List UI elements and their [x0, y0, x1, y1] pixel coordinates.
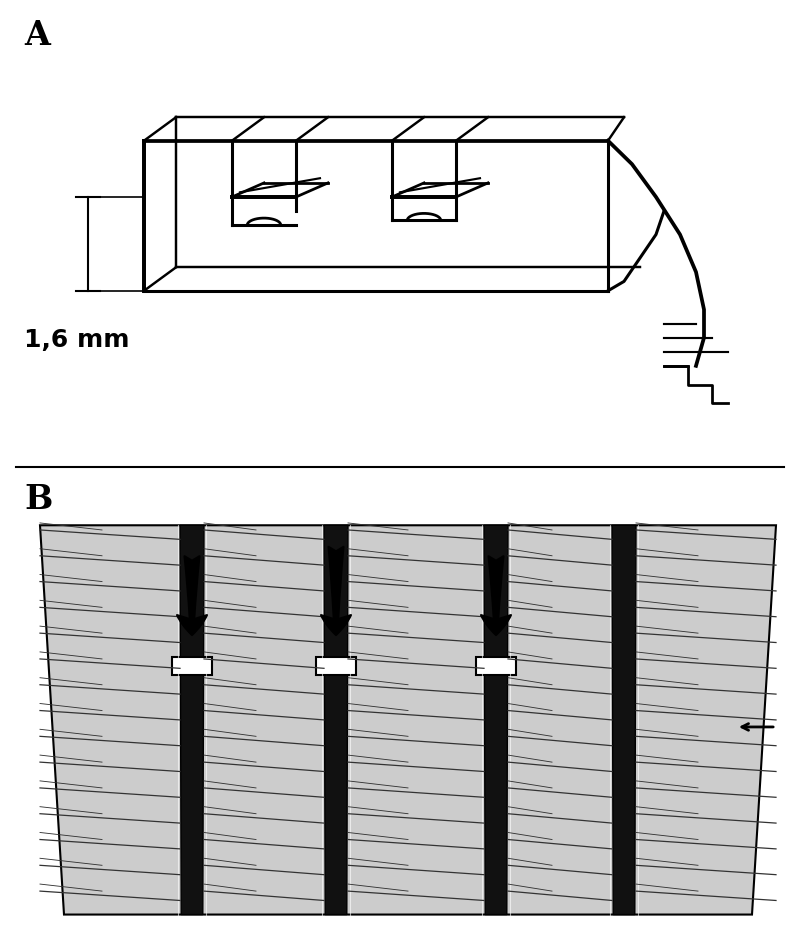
Bar: [172, 657, 212, 675]
Polygon shape: [484, 525, 508, 915]
Bar: [316, 657, 356, 675]
Text: B: B: [24, 483, 52, 516]
Polygon shape: [40, 525, 776, 915]
Polygon shape: [612, 525, 636, 915]
Polygon shape: [180, 525, 204, 915]
Text: 1,6 mm: 1,6 mm: [24, 328, 130, 353]
Bar: [476, 657, 516, 675]
Polygon shape: [324, 525, 348, 915]
Text: A: A: [24, 19, 50, 52]
